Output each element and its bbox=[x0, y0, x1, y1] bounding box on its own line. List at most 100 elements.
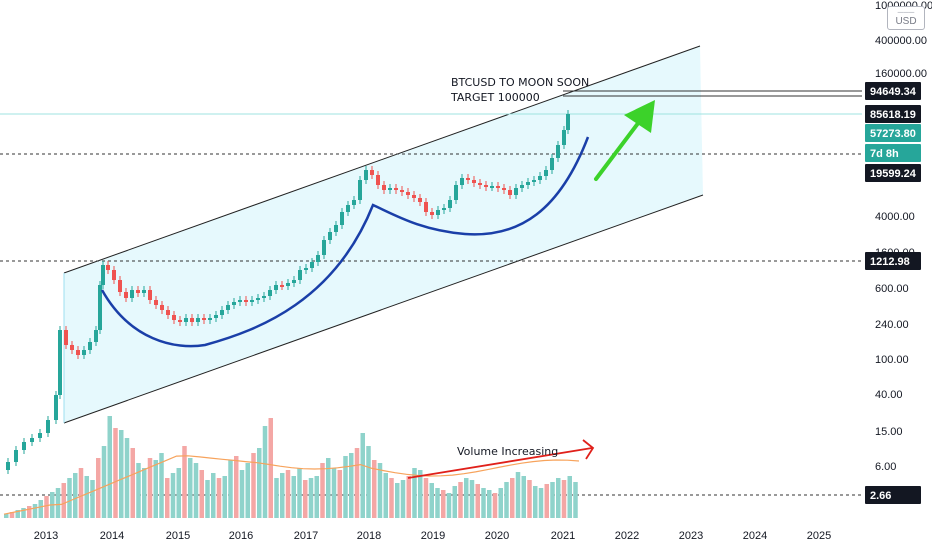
candle-body bbox=[76, 350, 80, 355]
volume-bar bbox=[556, 478, 561, 518]
price-label: 19599.24 bbox=[870, 168, 917, 180]
x-tick-2017: 2017 bbox=[294, 530, 318, 542]
candle-body bbox=[430, 212, 434, 215]
candle-body bbox=[418, 198, 422, 202]
candle-body bbox=[382, 185, 386, 190]
volume-bar bbox=[159, 453, 164, 518]
volume-bar bbox=[4, 514, 9, 518]
cup-curve bbox=[100, 136, 590, 348]
volume-bar bbox=[337, 470, 342, 518]
candle-body bbox=[226, 305, 230, 310]
green-up-arrow bbox=[594, 100, 655, 181]
volume-bar bbox=[222, 476, 227, 518]
candle-body bbox=[562, 130, 566, 145]
candle-body bbox=[256, 298, 260, 300]
volume-bar bbox=[544, 484, 549, 518]
volume-bar bbox=[366, 446, 371, 518]
x-tick-2019: 2019 bbox=[421, 530, 445, 542]
candle-body bbox=[454, 185, 458, 200]
volume-bar bbox=[573, 482, 578, 518]
volume-bar bbox=[165, 478, 170, 518]
candle-body bbox=[268, 290, 272, 296]
volume-bar bbox=[504, 482, 509, 518]
candle-body bbox=[424, 202, 428, 212]
red-volume-arrow bbox=[407, 439, 595, 479]
candle-body bbox=[112, 270, 116, 280]
candle-body bbox=[328, 232, 332, 240]
currency-label: USD bbox=[895, 16, 917, 27]
candle-body bbox=[98, 285, 102, 330]
y-tick: 4000.00 bbox=[875, 211, 915, 223]
volume-bar bbox=[55, 488, 61, 518]
volume-bar bbox=[147, 458, 153, 518]
candle-body bbox=[130, 290, 134, 298]
currency-box[interactable]: ––– USD bbox=[887, 6, 925, 30]
candle-body bbox=[58, 330, 62, 395]
annotation-title: BTCUSD TO MOON SOON bbox=[451, 76, 589, 89]
volume-bar bbox=[343, 456, 348, 518]
candle-body bbox=[556, 145, 560, 158]
volume-bar bbox=[262, 426, 268, 518]
volume-bar bbox=[458, 482, 463, 518]
volume-bar bbox=[314, 476, 319, 518]
price-label: 2.66 bbox=[870, 490, 891, 502]
volume-bar bbox=[107, 416, 112, 518]
volume-bar bbox=[27, 506, 32, 518]
y-tick: 240.00 bbox=[875, 319, 909, 331]
candle-body bbox=[106, 265, 110, 270]
volume-bar bbox=[561, 480, 567, 518]
candle-body bbox=[178, 320, 182, 322]
candle-body bbox=[478, 183, 482, 185]
candle-body bbox=[334, 225, 338, 232]
x-tick-2025: 2025 bbox=[807, 530, 831, 542]
candle-body bbox=[412, 195, 416, 198]
volume-bar bbox=[44, 496, 49, 518]
volume-bar bbox=[354, 448, 360, 518]
candle-body bbox=[88, 342, 92, 350]
volume-bar bbox=[550, 482, 555, 518]
volume-bar bbox=[429, 483, 434, 518]
candle-body bbox=[208, 318, 212, 320]
price-label-box bbox=[865, 105, 921, 123]
volume-bar bbox=[383, 473, 388, 518]
volume-bar bbox=[527, 480, 532, 518]
volume-bar bbox=[9, 512, 15, 518]
price-label: 1212.98 bbox=[870, 256, 910, 268]
volume-bar bbox=[377, 463, 383, 518]
annotation-volume: Volume Increasing bbox=[457, 445, 558, 458]
x-tick-2016: 2016 bbox=[229, 530, 253, 542]
price-label: 94649.34 bbox=[870, 86, 917, 98]
candle-body bbox=[166, 310, 170, 315]
candle-body bbox=[292, 280, 296, 283]
volume-bar bbox=[510, 478, 515, 518]
volume-bar bbox=[395, 483, 400, 518]
candle-body bbox=[82, 350, 86, 355]
volume-bar bbox=[418, 470, 423, 518]
candle-body bbox=[376, 175, 380, 185]
volume-bar bbox=[38, 500, 43, 518]
candle-body bbox=[124, 292, 128, 298]
candle-body bbox=[436, 210, 440, 215]
volume-bar bbox=[452, 486, 457, 518]
candle-body bbox=[304, 268, 308, 270]
y-axis: 1000000.00400000.00160000.004000.001600.… bbox=[875, 0, 932, 473]
candle-body bbox=[160, 305, 164, 310]
price-label-box bbox=[865, 486, 921, 504]
volume-bar bbox=[297, 468, 302, 518]
candle-body bbox=[442, 208, 446, 210]
volume-bar bbox=[268, 418, 273, 518]
candle-body bbox=[220, 310, 224, 315]
candle-body bbox=[340, 212, 344, 225]
volume-bar bbox=[567, 476, 572, 518]
x-tick-2024: 2024 bbox=[743, 530, 767, 542]
y-tick: 6.00 bbox=[875, 461, 896, 473]
candle-body bbox=[250, 300, 254, 302]
price-candles bbox=[6, 110, 570, 474]
price-label-box bbox=[865, 252, 921, 270]
volume-bar bbox=[239, 470, 245, 518]
candle-body bbox=[514, 188, 518, 195]
candle-body bbox=[394, 188, 398, 190]
candle-body bbox=[496, 186, 500, 188]
volume-bar bbox=[113, 428, 118, 518]
